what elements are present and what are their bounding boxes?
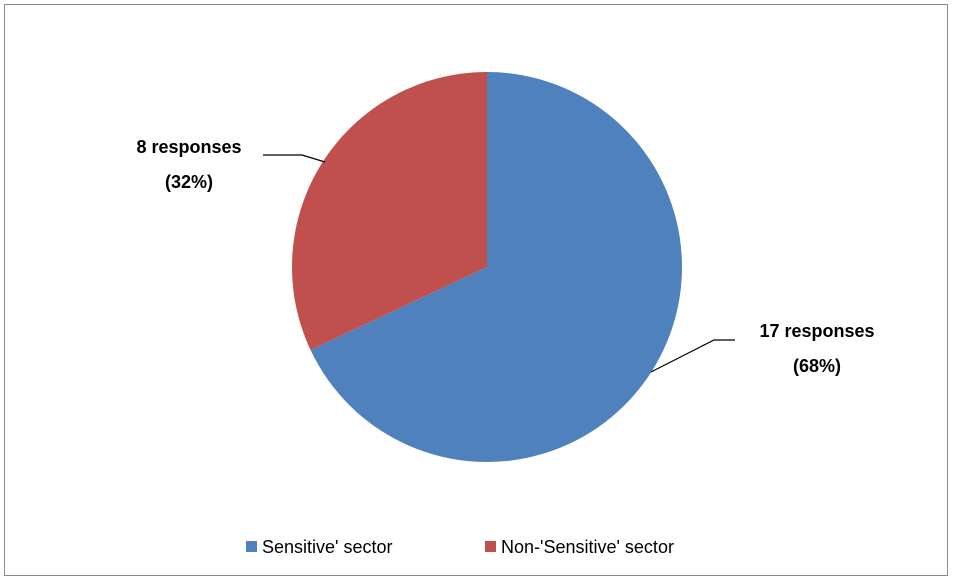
legend-label-sensitive: Sensitive' sector [262,537,393,557]
data-label-sensitive-count: 17 responses [759,321,874,341]
pie-slice-non-sensitive [291,72,487,351]
leader-line-sensitive [650,339,735,373]
pie-slices [291,72,682,462]
pie-slice-sensitive [310,72,682,462]
leader-line-non-sensitive [263,154,326,163]
legend-label-non-sensitive: Non-'Sensitive' sector [501,537,674,557]
data-label-non-sensitive-count: 8 responses [136,137,241,157]
legend-swatch-sensitive [246,541,257,552]
legend-swatch-non-sensitive [485,541,496,552]
data-label-non-sensitive-percent: (32%) [165,172,213,192]
legend: Sensitive' sector Non-'Sensitive' sector [246,537,674,557]
data-label-sensitive-percent: (68%) [793,356,841,376]
